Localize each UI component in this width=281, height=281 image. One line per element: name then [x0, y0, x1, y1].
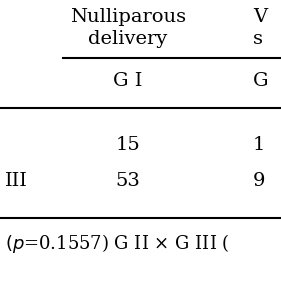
Text: 1: 1 — [253, 136, 265, 154]
Text: 9: 9 — [253, 172, 266, 190]
Text: 53: 53 — [115, 172, 140, 190]
Text: G I: G I — [113, 72, 143, 90]
Text: G: G — [253, 72, 269, 90]
Text: delivery: delivery — [89, 30, 168, 48]
Text: 15: 15 — [115, 136, 140, 154]
Text: V: V — [253, 8, 267, 26]
Text: Nulliparous: Nulliparous — [70, 8, 186, 26]
Text: $\mathit{(p}$=0.1557) G II × G III (: $\mathit{(p}$=0.1557) G II × G III ( — [5, 232, 230, 255]
Text: s: s — [253, 30, 263, 48]
Text: III: III — [5, 172, 28, 190]
